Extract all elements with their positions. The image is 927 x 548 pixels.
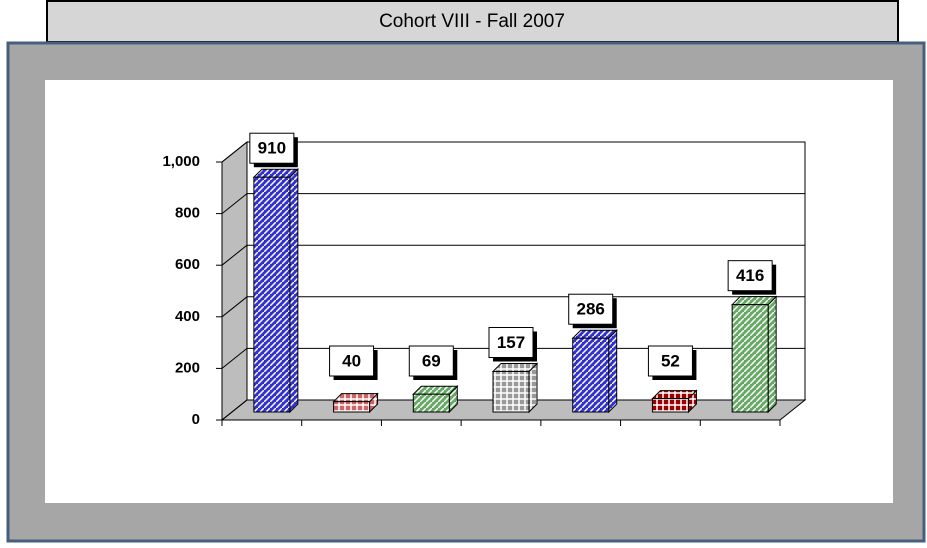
grid-line (221, 348, 248, 369)
label-box (488, 326, 534, 358)
bar (333, 401, 371, 413)
data-label: 157 (497, 333, 525, 352)
grid-line (221, 244, 248, 266)
bar-side (767, 295, 777, 414)
y-tick-label: 1,000 (162, 153, 200, 170)
data-label: 69 (422, 351, 441, 370)
bar (253, 176, 291, 413)
bar-top (651, 390, 698, 400)
bar-side (608, 329, 618, 414)
label-box (329, 345, 375, 377)
y-tick-label: 800 (175, 205, 200, 222)
y-tick-label: 400 (175, 308, 200, 325)
grid-line (221, 141, 248, 163)
bar-top (412, 385, 459, 395)
bar-top (730, 296, 778, 306)
grid-line (221, 399, 248, 421)
label-box (568, 293, 614, 325)
y-tick-label: 0 (192, 411, 200, 428)
bar-top (332, 393, 379, 403)
bar (492, 370, 530, 413)
bar (731, 304, 769, 413)
y-tick-label: 600 (175, 256, 200, 273)
title-box (46, 0, 899, 43)
grid-line (221, 193, 248, 214)
side-wall (221, 140, 248, 422)
label-box (647, 345, 693, 377)
label-box (727, 260, 773, 292)
data-label: 286 (577, 300, 605, 319)
bar-top (491, 362, 539, 372)
bar (572, 337, 610, 413)
bar (412, 393, 450, 413)
label-box (408, 345, 454, 377)
data-label: 52 (661, 351, 680, 370)
bar-top (571, 329, 618, 339)
chart-title: Cohort VIII - Fall 2007 (379, 11, 565, 32)
bar-side (289, 168, 299, 414)
bar-top (252, 168, 300, 178)
data-label: 910 (258, 139, 286, 158)
label-box (249, 132, 295, 164)
data-label: 40 (342, 351, 361, 370)
y-tick-label: 200 (175, 359, 200, 376)
grid-line (221, 296, 248, 318)
data-label: 416 (736, 266, 764, 285)
bar (651, 398, 689, 413)
